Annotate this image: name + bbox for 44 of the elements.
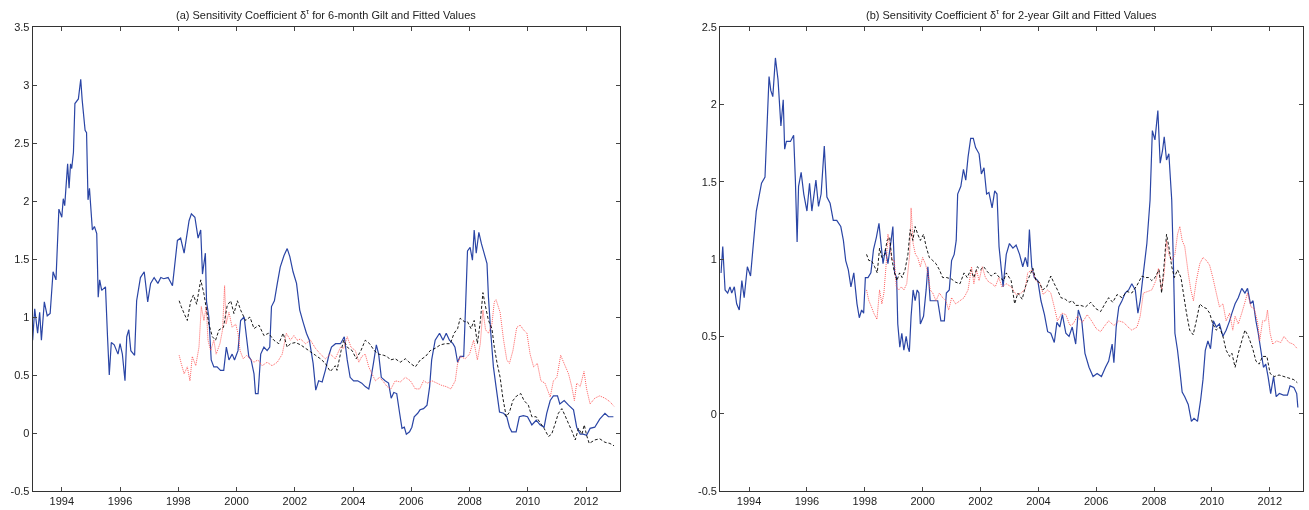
y-tick-label: 0 (710, 407, 717, 420)
y-tick-label: -0.5 (10, 484, 30, 497)
y-tick-label: 1 (710, 252, 717, 265)
line-series (178, 279, 615, 447)
y-tick-label: 2.5 (701, 20, 717, 33)
x-tick-label: 2000 (910, 495, 935, 508)
x-tick-label: 2010 (515, 495, 541, 508)
line-series (720, 57, 1299, 422)
y-tick-label: 3 (23, 78, 30, 91)
x-tick-label: 2010 (1199, 495, 1225, 508)
chart-title: (b) Sensitivity Coefficient δ$^{τ}$ for 2-year Gilt and Fitted Values (866, 7, 1158, 21)
x-tick-label: 1994 (736, 495, 762, 508)
line-series (866, 226, 1298, 384)
x-tick-label: 2006 (1083, 495, 1109, 508)
y-tick-label: 0.5 (14, 368, 30, 381)
x-tick-label: 2004 (340, 495, 366, 508)
y-tick-label: 3.5 (14, 20, 30, 33)
y-tick-label: 1.5 (701, 175, 717, 188)
y-tick-label: -0.5 (697, 484, 717, 497)
x-tick-label: 2008 (457, 495, 482, 508)
x-tick-label: 2002 (968, 495, 993, 508)
x-tick-label: 2002 (282, 495, 308, 508)
x-tick-label: 1998 (166, 495, 191, 508)
x-tick-label: 2004 (1026, 495, 1051, 508)
x-tick-label: 1996 (794, 495, 820, 508)
y-tick-label: 1 (23, 310, 30, 323)
y-tick-label: 2 (710, 98, 717, 111)
y-tick-label: 2.5 (14, 136, 30, 149)
x-tick-label: 1996 (107, 495, 133, 508)
x-tick-label: 2006 (399, 495, 424, 508)
x-tick-label: 1994 (49, 495, 75, 508)
chart-title: (a) Sensitivity Coefficient δ$^{τ}$ for 6-month Gilt and Fitted Values (176, 7, 477, 21)
line-series (866, 207, 1298, 350)
x-tick-label: 1998 (852, 495, 878, 508)
line-series (32, 78, 614, 436)
y-tick-label: 0 (23, 426, 30, 439)
y-tick-label: 0.5 (701, 330, 717, 343)
x-tick-label: 2000 (224, 495, 249, 508)
y-tick-label: 1.5 (14, 252, 30, 265)
x-tick-label: 2012 (573, 495, 599, 508)
y-tick-label: 2 (23, 194, 30, 207)
x-tick-label: 2008 (1141, 495, 1167, 508)
x-tick-label: 2012 (1257, 495, 1283, 508)
line-series (178, 285, 615, 407)
